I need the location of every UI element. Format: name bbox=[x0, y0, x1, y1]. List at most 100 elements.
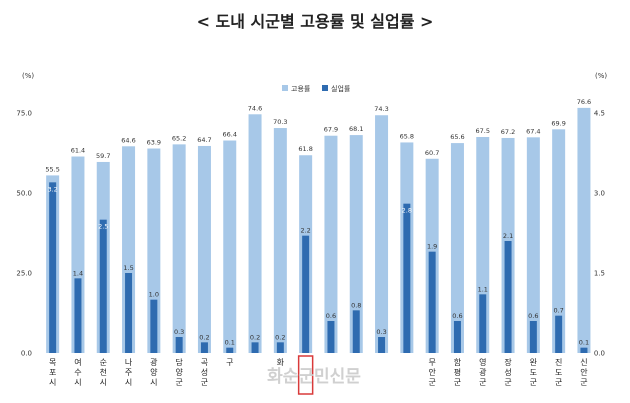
unemployment-value-label: 1.4 bbox=[73, 269, 83, 277]
watermark: 화순군민신문 bbox=[267, 367, 361, 387]
employment-value-label: 64.6 bbox=[121, 136, 135, 144]
employment-value-label: 67.9 bbox=[324, 126, 338, 134]
bars: 55.5 3.2 61.4 1.4 59.7 2.5 64.6 1.5 63.9 1.0 65.2 0… bbox=[45, 98, 591, 354]
employment-value-label: 68.1 bbox=[349, 125, 363, 133]
unemployment-value-label: 2.8 bbox=[402, 207, 412, 215]
unemployment-bar bbox=[403, 203, 411, 353]
unemployment-bar bbox=[125, 273, 133, 353]
unemployment-bar bbox=[99, 219, 107, 353]
employment-value-label: 69.9 bbox=[551, 119, 565, 127]
unemployment-value-label: 0.3 bbox=[174, 328, 184, 336]
unemployment-bar bbox=[428, 251, 436, 353]
employment-bar bbox=[526, 137, 540, 353]
category-label: 화 bbox=[277, 358, 285, 367]
employment-bar bbox=[577, 107, 591, 353]
left-tick-label: 50.0 bbox=[16, 190, 32, 198]
unemployment-bar bbox=[479, 294, 487, 353]
employment-bar bbox=[273, 128, 287, 353]
employment-value-label: 63.9 bbox=[147, 139, 161, 147]
unemployment-value-label: 0.8 bbox=[351, 301, 361, 309]
left-axis-ticks: 75.0 50.0 25.0 0.0 bbox=[16, 110, 32, 358]
unemployment-value-label: 0.1 bbox=[225, 339, 235, 347]
unemployment-bar bbox=[175, 337, 183, 353]
employment-bar bbox=[324, 135, 338, 353]
employment-value-label: 60.7 bbox=[425, 149, 439, 157]
unemployment-value-label: 2.5 bbox=[98, 223, 108, 231]
unemployment-bar bbox=[580, 347, 588, 353]
left-axis-unit: (%) bbox=[22, 72, 34, 80]
employment-value-label: 67.4 bbox=[526, 127, 540, 135]
employment-value-label: 61.8 bbox=[298, 145, 312, 153]
chart-title: < 도내 시군별 고용률 및 실업률 > bbox=[197, 12, 434, 31]
right-tick-label: 1.5 bbox=[594, 270, 605, 278]
legend: 고용률 실업률 bbox=[282, 84, 351, 93]
unemployment-bar bbox=[226, 347, 234, 353]
category-labels: 목 포 시 여 수 시 순 천 시 나 주 시 광 양 시 담 양 군 곡 성 군 구 화 무 안 군 함 평 군 영 광 군 장 성 군 완 도 군 진 도… bbox=[49, 355, 588, 395]
employment-value-label: 65.6 bbox=[450, 133, 464, 141]
unemployment-value-label: 0.2 bbox=[250, 333, 260, 341]
employment-bar bbox=[552, 129, 566, 353]
unemployment-bar bbox=[453, 321, 461, 353]
employment-bar bbox=[450, 143, 464, 353]
unemployment-value-label: 1.1 bbox=[478, 285, 488, 293]
left-tick-label: 25.0 bbox=[16, 270, 32, 278]
right-axis-ticks: 4.5 3.0 1.5 0.0 bbox=[594, 110, 605, 358]
left-tick-label: 75.0 bbox=[16, 110, 32, 118]
unemployment-value-label: 0.2 bbox=[275, 333, 285, 341]
category-label: 구 bbox=[226, 358, 233, 367]
right-tick-label: 4.5 bbox=[594, 110, 605, 118]
employment-value-label: 74.3 bbox=[374, 105, 388, 113]
left-tick-label: 0.0 bbox=[21, 350, 32, 358]
right-tick-label: 0.0 bbox=[594, 350, 605, 358]
legend-swatch-unemployment bbox=[322, 85, 328, 91]
employment-value-label: 55.5 bbox=[45, 165, 59, 173]
employment-value-label: 67.2 bbox=[501, 128, 515, 136]
unemployment-bar bbox=[352, 310, 360, 353]
employment-value-label: 67.5 bbox=[476, 127, 490, 135]
unemployment-value-label: 0.6 bbox=[326, 312, 336, 320]
unemployment-bar bbox=[251, 342, 259, 353]
unemployment-bar bbox=[302, 235, 310, 353]
unemployment-value-label: 1.0 bbox=[149, 291, 159, 299]
unemployment-value-label: 0.6 bbox=[452, 312, 462, 320]
employment-value-label: 61.4 bbox=[71, 147, 85, 155]
right-tick-label: 3.0 bbox=[594, 190, 605, 198]
unemployment-value-label: 0.3 bbox=[376, 328, 386, 336]
unemployment-value-label: 2.1 bbox=[503, 232, 513, 240]
unemployment-bar bbox=[555, 315, 563, 353]
unemployment-bar bbox=[200, 342, 208, 353]
employment-value-label: 74.6 bbox=[248, 104, 262, 112]
employment-bar bbox=[349, 135, 363, 353]
unemployment-value-label: 0.7 bbox=[553, 307, 563, 315]
unemployment-bar bbox=[529, 321, 537, 353]
unemployment-value-label: 0.2 bbox=[199, 333, 209, 341]
unemployment-bar bbox=[74, 278, 82, 353]
right-axis-unit: (%) bbox=[595, 72, 607, 80]
employment-bar bbox=[172, 144, 186, 353]
legend-swatch-employment bbox=[282, 85, 288, 91]
unemployment-value-label: 1.5 bbox=[123, 264, 133, 272]
unemployment-bar bbox=[327, 321, 335, 353]
employment-bar bbox=[248, 114, 262, 353]
employment-value-label: 65.2 bbox=[172, 134, 186, 142]
employment-value-label: 66.4 bbox=[223, 131, 237, 139]
employment-value-label: 65.8 bbox=[400, 132, 414, 140]
unemployment-value-label: 1.9 bbox=[427, 243, 437, 251]
unemployment-value-label: 0.6 bbox=[528, 312, 538, 320]
unemployment-value-label: 2.2 bbox=[300, 227, 310, 235]
